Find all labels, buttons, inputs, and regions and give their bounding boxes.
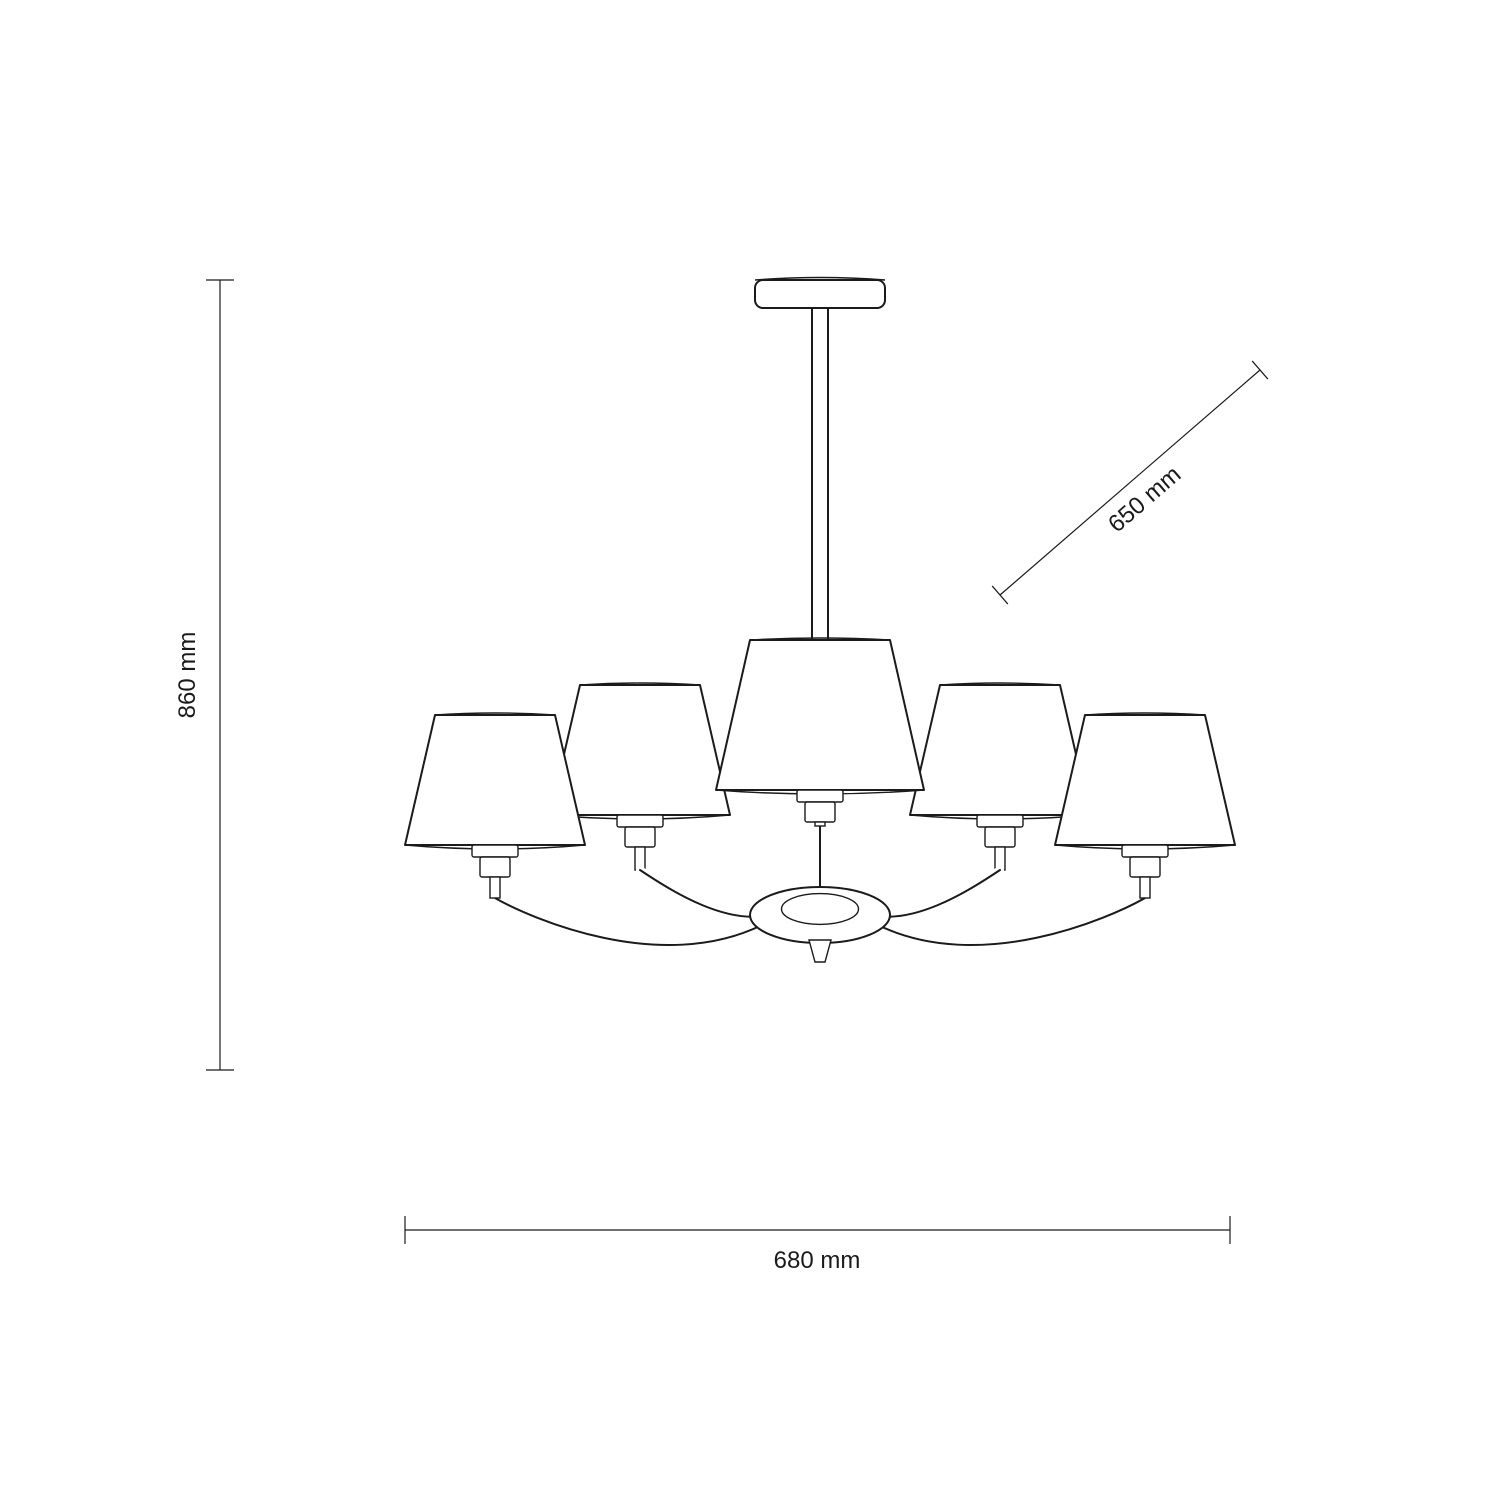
dim-width-label: 680 mm [774,1247,861,1274]
chandelier [405,278,1235,963]
lampshade-front-center [716,638,924,826]
lampshade-front-left [405,713,585,898]
dim-height-label: 860 mm [174,632,201,719]
drop-rod [755,278,885,641]
hub [750,887,890,962]
lampshade-front-right [1055,713,1235,898]
dim-depth-label: 650 mm [1103,461,1186,538]
